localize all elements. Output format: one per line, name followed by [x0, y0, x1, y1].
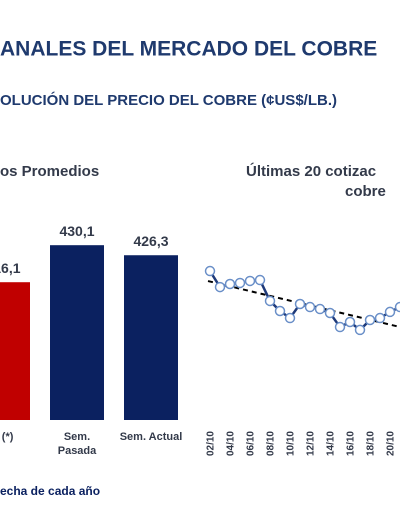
- value-label: 426,3: [133, 233, 168, 249]
- line-chart-title: Últimas 20 cotizac: [246, 162, 376, 180]
- point: [354, 324, 366, 336]
- point: [244, 275, 256, 287]
- bar: [0, 282, 30, 420]
- point: [334, 321, 346, 333]
- point: [374, 312, 386, 324]
- point: [264, 295, 276, 307]
- x-tick-label-line: Sem.: [64, 431, 90, 443]
- point: [254, 274, 266, 286]
- point: [294, 298, 306, 310]
- point: [224, 278, 236, 290]
- x-tick-label: 12/10: [306, 431, 317, 456]
- bar: [124, 255, 178, 420]
- slide-title: ANALES DEL MERCADO DEL COBRE: [0, 38, 377, 61]
- point: [304, 301, 316, 313]
- point: [204, 265, 216, 277]
- value-label: 416,1: [0, 260, 21, 276]
- point: [324, 307, 336, 319]
- slide-subtitle: OLUCIÓN DEL PRECIO DEL COBRE (¢US$/LB.): [0, 91, 337, 109]
- bar-chart-title: os Promedios: [0, 163, 99, 180]
- x-tick-label: 20/10: [386, 431, 397, 456]
- point: [364, 314, 376, 326]
- x-tick-label: 4 (*): [0, 431, 14, 443]
- x-tick-label: 10/10: [286, 431, 297, 456]
- x-tick-label: Sem. Actual: [120, 431, 183, 443]
- x-tick-label-line: Pasada: [58, 445, 97, 457]
- point: [394, 301, 400, 313]
- x-tick-label: 06/10: [246, 431, 257, 456]
- point: [344, 316, 356, 328]
- point: [314, 303, 326, 315]
- x-tick-label: 18/10: [366, 431, 377, 456]
- line-chart-subtitle: cobre: [345, 183, 386, 200]
- bar: [50, 245, 104, 420]
- x-tick-label: 02/10: [206, 431, 217, 456]
- value-label: 430,1: [59, 223, 94, 239]
- x-tick-label: 04/10: [226, 431, 237, 456]
- x-tick-label: 14/10: [326, 431, 337, 456]
- x-tick-label: Sem. Pasada: [58, 431, 97, 457]
- point: [284, 312, 296, 324]
- point: [384, 306, 396, 318]
- point: [234, 277, 246, 289]
- footnote: echa de cada año: [0, 484, 100, 498]
- point: [214, 281, 226, 293]
- x-tick-label: 08/10: [266, 431, 277, 456]
- point: [274, 305, 286, 317]
- x-tick-label: 16/10: [346, 431, 357, 456]
